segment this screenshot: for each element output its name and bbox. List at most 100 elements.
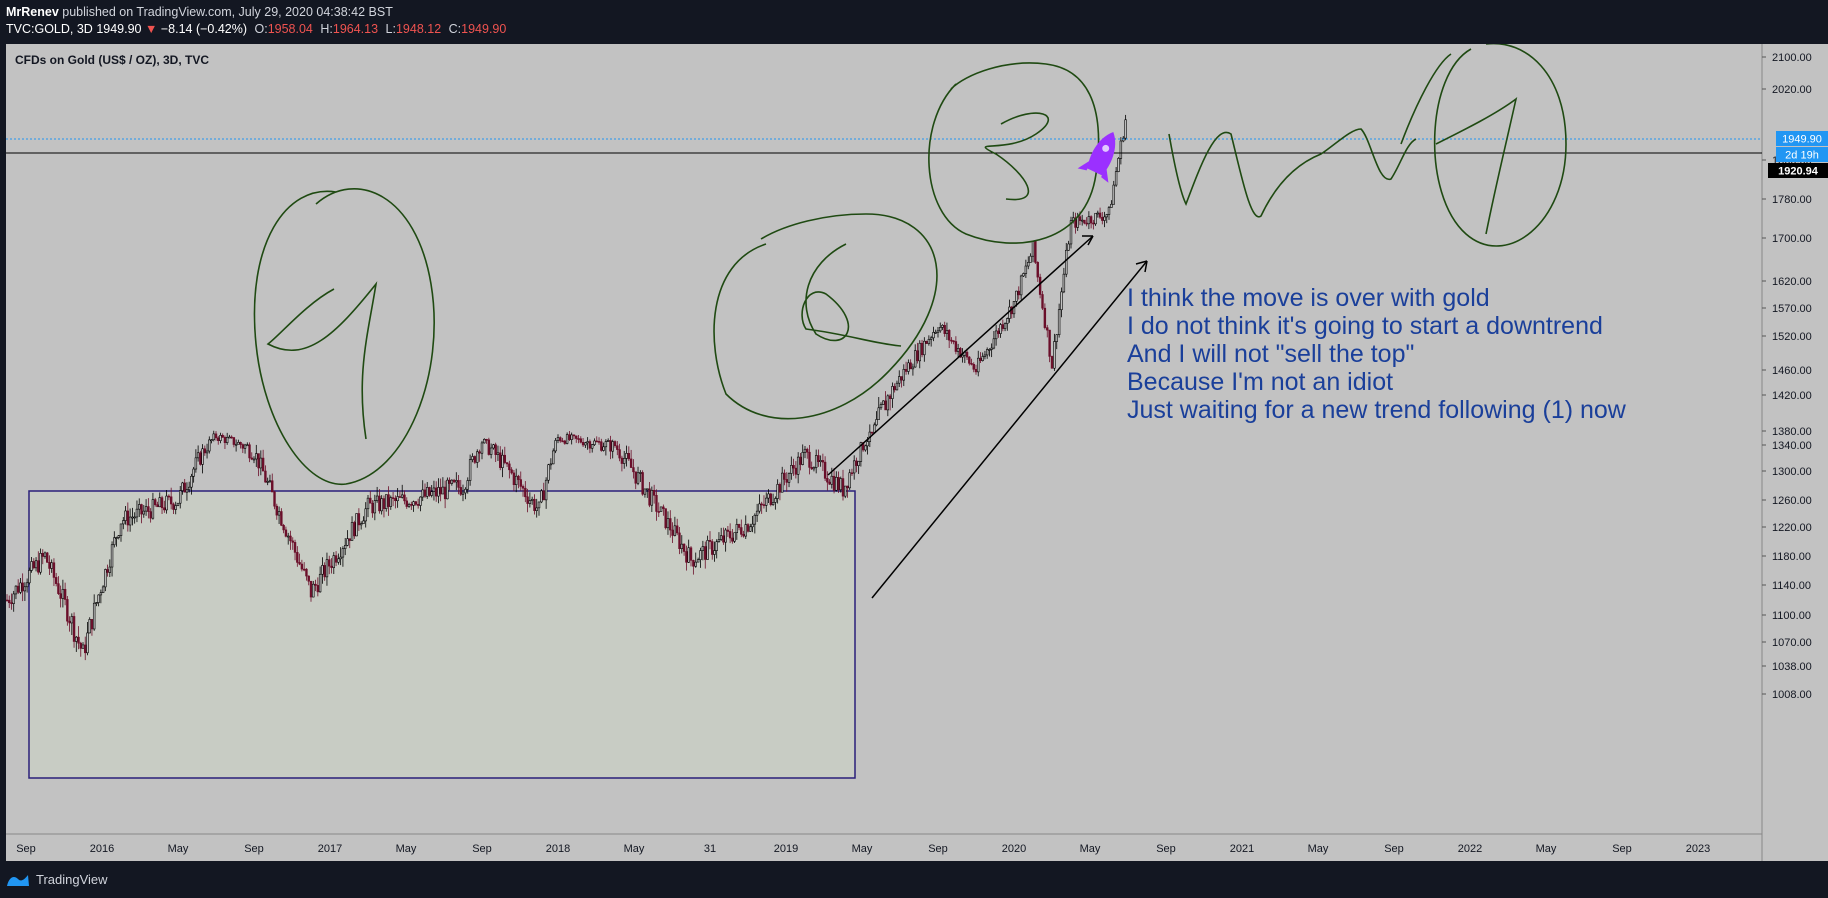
candle-body [918, 342, 921, 362]
candle-body [687, 547, 690, 563]
candle-body [405, 500, 408, 507]
upper-trend-arrow[interactable] [827, 235, 1094, 476]
price-axis-labels: 2100.002020.001860.001780.001700.001620.… [1762, 52, 1812, 701]
candle-body [706, 540, 709, 560]
candle-body [41, 553, 44, 557]
candle-body [312, 583, 315, 598]
candle-body [832, 475, 836, 491]
candle-body [273, 491, 276, 507]
chart-area[interactable]: I think the move is over with gold I do … [5, 42, 1828, 861]
candle-body [241, 444, 245, 449]
time-tick-label: May [852, 843, 873, 855]
candle-body [355, 513, 358, 537]
candle-body [492, 444, 495, 449]
candle-body [577, 438, 580, 440]
candle-body [636, 472, 640, 484]
candle-body [508, 463, 511, 471]
candle-body [362, 520, 365, 524]
candle-body [570, 434, 573, 440]
wave-3-drawing[interactable] [928, 62, 1100, 244]
candle-body [929, 337, 933, 340]
candle-body [611, 441, 614, 452]
candle-body [979, 357, 982, 361]
candle-body [37, 560, 40, 573]
candle-body [884, 400, 887, 411]
time-tick-label: May [1536, 843, 1557, 855]
candle-body [664, 508, 667, 529]
candle-body [625, 453, 628, 459]
candle-body [794, 467, 798, 475]
candle-body [632, 467, 635, 473]
brand-name: TradingView [36, 872, 108, 887]
candle-body [769, 493, 773, 505]
candle-body [52, 562, 56, 578]
candle-body [1110, 203, 1113, 208]
candle-body [448, 479, 451, 484]
time-tick-label: 2020 [1002, 843, 1026, 855]
change-arrow-icon: ▼ [144, 22, 158, 36]
tradingview-logo[interactable]: TradingView [6, 872, 108, 887]
annotation-line-5: Just waiting for a new trend following (… [1127, 396, 1627, 424]
candle-body [421, 489, 424, 498]
candle-body [652, 489, 656, 496]
candle-body [330, 565, 333, 568]
candle-body [68, 620, 71, 624]
candle-body [407, 504, 411, 507]
candle-body [459, 487, 462, 495]
candle-body [735, 524, 739, 533]
candle-body [864, 445, 867, 451]
candle-body [609, 440, 612, 452]
candle-body [595, 440, 598, 443]
candle-body [50, 562, 53, 569]
rocket-icon[interactable] [1077, 125, 1129, 183]
annotation-text-block[interactable]: I think the move is over with gold I do … [1127, 284, 1627, 424]
candle-body [190, 475, 193, 488]
price-tick-label: 1300.00 [1772, 466, 1812, 478]
candle-body [119, 523, 123, 536]
candle-body [675, 525, 679, 534]
wave-4-5-drawing[interactable] [1168, 42, 1567, 247]
candle-body [1043, 307, 1047, 328]
candle-body [873, 424, 876, 433]
candle-body [1112, 184, 1115, 205]
candle-body [900, 376, 903, 381]
candle-body [455, 480, 458, 483]
candle-body [43, 552, 47, 557]
candle-body [221, 435, 224, 438]
candle-body [318, 573, 322, 593]
wave-2-drawing[interactable] [713, 213, 938, 420]
candle-body [866, 441, 869, 447]
candle-body [423, 489, 427, 497]
candle-body [131, 516, 134, 519]
publisher-name[interactable]: MrRenev [6, 5, 59, 19]
candle-body [1019, 275, 1023, 296]
candle-body [941, 324, 944, 328]
consolidation-range-box[interactable] [28, 490, 856, 779]
candle-body [561, 440, 564, 443]
candle-body [426, 487, 429, 497]
candle-body [823, 461, 827, 479]
candle-body [765, 497, 768, 506]
candle-body [286, 535, 290, 538]
candle-body [934, 331, 937, 334]
chart-svg[interactable]: I think the move is over with gold I do … [5, 42, 1828, 861]
candle-body [694, 561, 697, 567]
candle-body [149, 511, 152, 519]
open-label: O: [254, 22, 268, 36]
candle-body [875, 419, 878, 426]
wave-1-drawing[interactable] [253, 188, 435, 485]
candle-body [787, 473, 791, 483]
candle-body [314, 583, 317, 586]
lower-trend-arrow[interactable] [871, 260, 1148, 599]
candle-body [796, 456, 800, 475]
candle-body [414, 501, 418, 505]
candle-body [410, 504, 413, 506]
candle-body [72, 616, 76, 642]
last-price-badge [1776, 131, 1828, 146]
candle-body [737, 524, 741, 528]
candle-body [540, 490, 543, 503]
candle-body [364, 508, 367, 522]
candle-body [961, 354, 964, 358]
candle-body [79, 642, 82, 649]
time-tick-label: Sep [16, 843, 36, 855]
